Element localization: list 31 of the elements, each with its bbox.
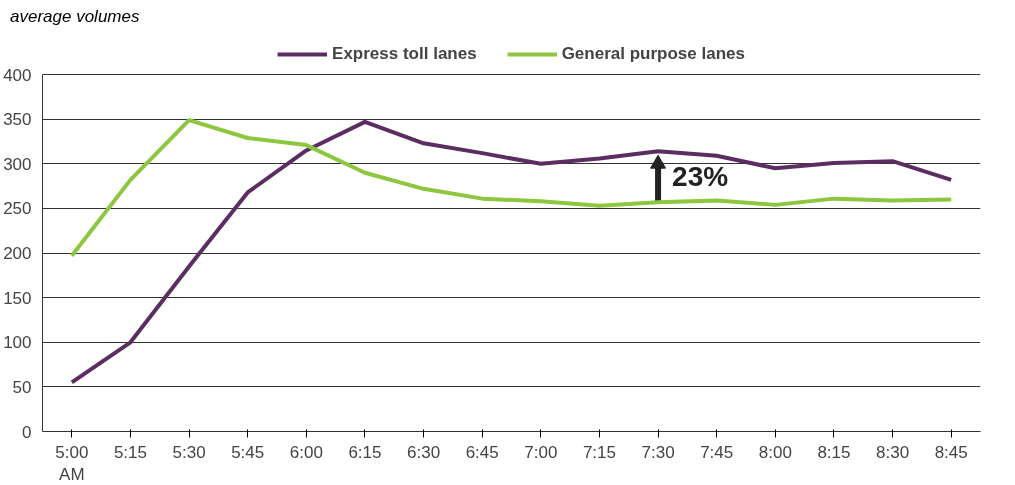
y-tick-label: 0	[22, 422, 32, 442]
x-tick-label: 6:30	[407, 442, 441, 462]
y-tick-label: 350	[3, 110, 32, 130]
line-series	[69, 119, 954, 385]
x-tick-label: 6:15	[348, 442, 382, 462]
x-tick-label: 5:00 AM	[55, 442, 89, 485]
y-axis-title: average volumes	[10, 6, 140, 28]
y-tick-label: 250	[3, 199, 32, 219]
x-tick-label: 6:45	[465, 442, 499, 462]
annotation: 23%	[672, 161, 729, 193]
x-tick-label: 8:00	[758, 442, 792, 462]
x-tick-label: 7:15	[582, 442, 616, 462]
x-tick-label: 8:45	[934, 442, 968, 462]
y-tick-label: 200	[3, 244, 32, 264]
x-tick-label: 5:30	[172, 442, 206, 462]
y-tick-label: 50	[12, 377, 32, 397]
x-tick-label: 7:30	[641, 442, 675, 462]
y-tick-label: 150	[3, 288, 32, 308]
legend-label: General purpose lanes	[561, 44, 745, 64]
x-tick-label: 5:45	[231, 442, 265, 462]
line-series	[69, 118, 954, 258]
x-tick-label: 5:15	[113, 442, 147, 462]
x-tick-label: 8:30	[876, 442, 910, 462]
legend-label: Express toll lanes	[332, 44, 477, 64]
x-tick-label: 7:00	[524, 442, 558, 462]
x-tick-label: 8:15	[817, 442, 851, 462]
y-tick-label: 400	[3, 65, 32, 85]
y-tick-label: 300	[3, 154, 32, 174]
y-tick-label: 100	[3, 333, 32, 353]
x-tick-label: 6:00	[289, 442, 323, 462]
x-tick-label: 7:45	[700, 442, 734, 462]
